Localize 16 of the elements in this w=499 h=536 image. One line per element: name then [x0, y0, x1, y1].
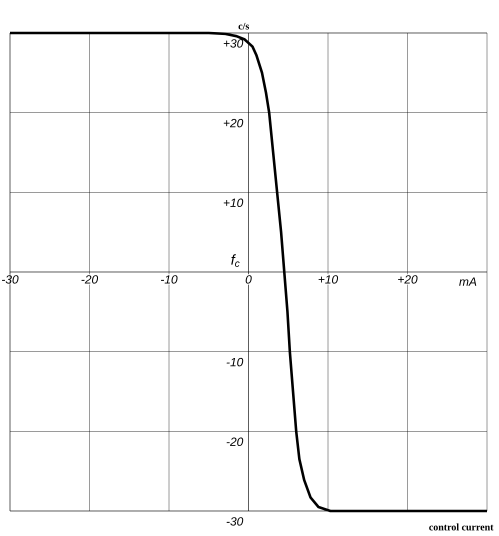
y-tick-label: +30 — [224, 39, 244, 48]
x-axis-title: mA — [459, 278, 476, 286]
x-tick-label: +20 — [398, 275, 418, 284]
x-tick-label: +10 — [318, 275, 338, 284]
x-tick-label: -10 — [160, 275, 178, 284]
y-tick-label: -20 — [226, 438, 244, 446]
x-tick-label: -30 — [2, 275, 19, 284]
x-tick-label: 0 — [246, 275, 252, 284]
y-tick-label: +10 — [224, 198, 244, 207]
y-axis-title: c/s — [238, 22, 250, 30]
y-tick-label: -30 — [226, 517, 244, 526]
annotation: f$_{c}$ — [231, 254, 240, 267]
x-tick-label: -20 — [81, 275, 98, 284]
y-tick-label: +20 — [224, 118, 244, 128]
y-tick-label: -10 — [226, 358, 244, 366]
text: control current — [429, 523, 494, 530]
